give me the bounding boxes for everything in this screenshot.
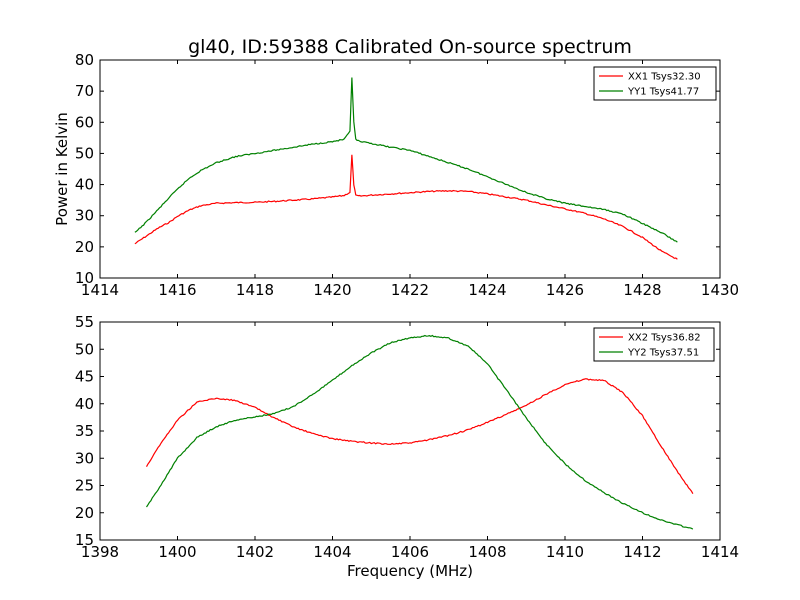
panel1-x-tick-label: 1422 [391, 281, 429, 299]
panel2-series-line-2 [146, 334, 694, 530]
panel1-series-line-1 [134, 154, 678, 260]
panel2-y-tick-label: 55 [75, 313, 94, 331]
panel2-x-tick-label: 1408 [468, 543, 506, 561]
panel1-x-tick-label: 1420 [313, 281, 351, 299]
panel2-legend-box [593, 327, 715, 362]
panel2-x-tick-label: 1410 [546, 543, 584, 561]
panel2-x-tick-label: 1406 [391, 543, 429, 561]
panel2-y-tick-label: 40 [75, 395, 94, 413]
panel2-y-tick-label: 35 [75, 422, 94, 440]
bottom-spectrum-panel: 1398 1400 1402 1404 1406 1408 1410 1412 1414 15 20… [75, 313, 739, 580]
panel2-x-tick-label: 1414 [701, 543, 739, 561]
panel1-x-tick-label: 1418 [236, 281, 274, 299]
panel1-y-tick-label: 70 [75, 82, 94, 100]
panel1-legend-label-2: YY1 Tsys41.77 [627, 87, 699, 98]
panel1-y-tick-label: 20 [75, 238, 94, 256]
panel1-y-tick-label: 50 [75, 144, 94, 162]
panel1-y-tick-label: 80 [75, 51, 94, 69]
panel1-x-tick-label: 1428 [623, 281, 661, 299]
panel1-legend-box [593, 66, 717, 101]
panel1-y-axis-title: Power in Kelvin [53, 112, 71, 226]
panel2-y-tick-label: 50 [75, 340, 94, 358]
panel1-x-tick-label: 1416 [158, 281, 196, 299]
panel2-y-tick-label: 30 [75, 449, 94, 467]
panel2-x-tick-label: 1402 [236, 543, 274, 561]
panel2-x-tick-label: 1404 [313, 543, 351, 561]
panel2-x-axis-title: Frequency (MHz) [347, 562, 473, 580]
panel2-legend-label-1: XX2 Tsys36.82 [628, 333, 701, 344]
panel2-legend-label-2: YY2 Tsys37.51 [627, 348, 699, 359]
panel1-y-tick-label: 10 [75, 269, 94, 287]
panel2-series-line-1 [145, 378, 694, 494]
panel1-x-tick-label: 1426 [546, 281, 584, 299]
panel2-x-tick-label: 1412 [623, 543, 661, 561]
panel2-y-tick-label: 20 [75, 504, 94, 522]
panel1-series-line-2 [134, 77, 678, 243]
panel1-legend: XX1 Tsys32.30 YY1 Tsys41.77 [593, 66, 717, 101]
panel1-y-tick-label: 30 [75, 207, 94, 225]
panel1-x-tick-label: 1414 [81, 281, 119, 299]
panel1-legend-label-1: XX1 Tsys32.30 [628, 72, 701, 83]
panel2-x-tick-label: 1398 [81, 543, 119, 561]
top-spectrum-panel: 1414 1416 1418 1420 1422 1424 1426 1428 1430 10 20… [53, 51, 739, 299]
panel1-x-tick-label: 1424 [468, 281, 506, 299]
panel2-y-tick-label: 25 [75, 477, 94, 495]
panel2-x-tick-label: 1400 [158, 543, 196, 561]
figure-title: gl40, ID:59388 Calibrated On-source spec… [188, 36, 632, 58]
panel2-y-tick-label: 15 [75, 531, 94, 549]
panel2-legend: XX2 Tsys36.82 YY2 Tsys37.51 [593, 327, 715, 362]
panel1-y-tick-label: 60 [75, 113, 94, 131]
panel2-y-tick-label: 45 [75, 368, 94, 386]
panel1-y-tick-label: 40 [75, 176, 94, 194]
panel1-x-tick-label: 1430 [701, 281, 739, 299]
